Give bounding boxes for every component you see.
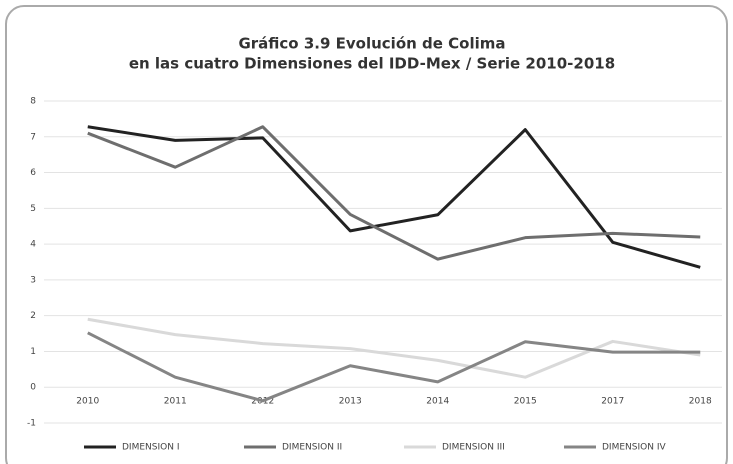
y-tick-label: 4 <box>30 240 36 250</box>
y-tick-label: 1 <box>30 347 36 357</box>
legend-label: DIMENSION IV <box>602 443 666 453</box>
x-tick-label: 2017 <box>601 397 624 407</box>
legend-label: DIMENSION II <box>282 443 342 453</box>
chart-title: Gráfico 3.9 Evolución de Colima <box>238 35 505 53</box>
y-tick-label: 5 <box>30 204 36 214</box>
legend-label: DIMENSION III <box>442 443 505 453</box>
series-line <box>87 331 701 403</box>
y-tick-label: 2 <box>30 311 36 321</box>
x-tick-label: 2015 <box>514 397 537 407</box>
x-tick-label: 2014 <box>426 397 449 407</box>
y-tick-label: -1 <box>27 419 36 429</box>
chart-title: en las cuatro Dimensiones del IDD-Mex / … <box>129 55 615 73</box>
y-tick-label: 0 <box>30 383 36 393</box>
frame <box>5 5 728 464</box>
series-line <box>87 125 701 269</box>
x-tick-label: 2018 <box>689 397 712 407</box>
y-tick-label: 8 <box>30 97 36 107</box>
legend-label: DIMENSION I <box>122 443 179 453</box>
x-tick-label: 2013 <box>339 397 362 407</box>
series-line <box>87 317 701 379</box>
x-tick-label: 2010 <box>76 397 99 407</box>
y-tick-label: 6 <box>30 168 36 178</box>
series-line <box>87 125 701 261</box>
x-tick-label: 2011 <box>164 397 187 407</box>
y-tick-label: 3 <box>30 275 36 285</box>
y-tick-label: 7 <box>30 132 36 142</box>
